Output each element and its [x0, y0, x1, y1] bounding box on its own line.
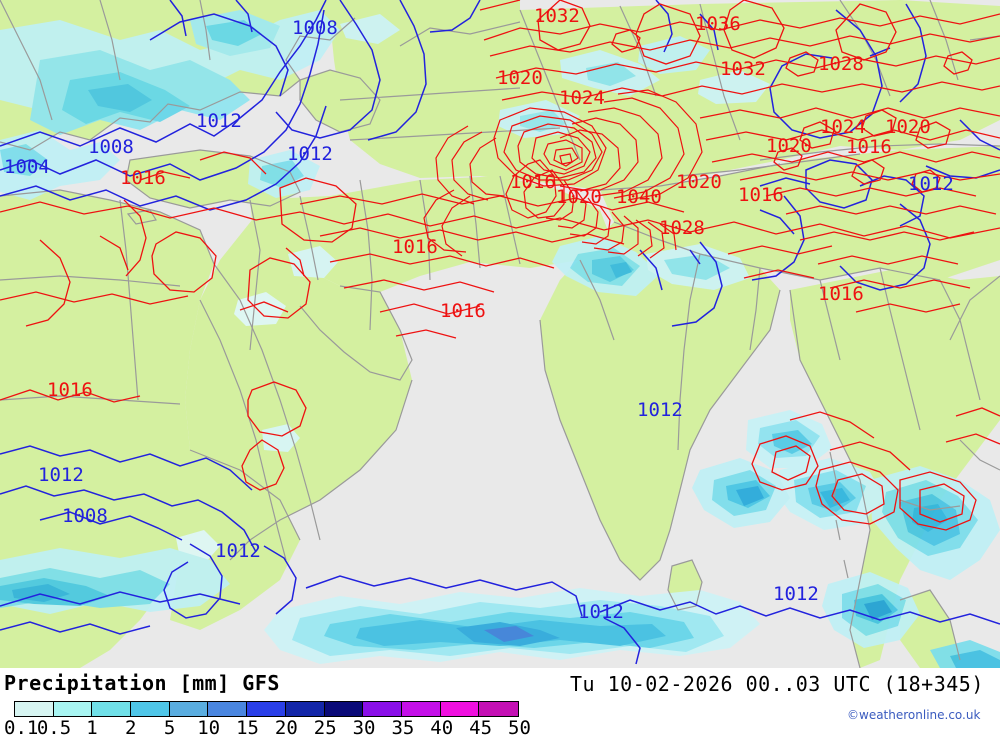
colorbar-swatch — [169, 702, 209, 716]
colorbar-wrapper — [14, 701, 554, 717]
colorbar-swatch — [208, 702, 248, 716]
colorbar-tick-label: 50 — [508, 717, 531, 739]
colorbar-swatch — [131, 702, 170, 716]
colorbar-swatch — [92, 702, 132, 716]
isobar-label: 1016 — [818, 283, 864, 305]
isobar-label: 1012 — [578, 601, 624, 623]
isobar-label: 1016 — [120, 167, 166, 189]
colorbar-swatch — [53, 702, 93, 716]
isobar-label: 1008 — [292, 17, 338, 39]
colorbar-swatch — [15, 702, 54, 716]
map-canvas: 1004 1008 1012 1008 1012 1016 1016 1012 1008 1012… — [0, 0, 1000, 668]
isobar-label: 1040 — [616, 186, 662, 208]
colorbar-tick-label: 2 — [125, 717, 137, 739]
colorbar-tick-labels: 0.1 0.5 1 2 5 10 15 20 25 30 35 40 45 50 — [0, 717, 580, 739]
isobar-label: 1016 — [47, 379, 93, 401]
isobar-label: 1012 — [215, 540, 261, 562]
isobar-label: 1012 — [287, 143, 333, 165]
colorbar-tick-label: 45 — [469, 717, 493, 739]
isobars-low — [0, 0, 1000, 665]
isobar-label: 1020 — [497, 67, 543, 89]
isobar-label: 1012 — [637, 399, 683, 421]
isobar-label: 1036 — [695, 13, 741, 35]
colorbar-swatch — [247, 702, 286, 716]
isobar-label: 1016 — [440, 300, 486, 322]
isobar-label: 1008 — [88, 136, 134, 158]
colorbar-tick-label: 40 — [430, 717, 454, 739]
colorbar-tick-label: 15 — [236, 717, 259, 739]
isobar-label: 1008 — [62, 505, 108, 527]
legend-title: Precipitation [mm] GFS — [4, 671, 280, 695]
isobar-label: 1012 — [773, 583, 819, 605]
isobar-label: 1016 — [738, 184, 784, 206]
isobar-label: 1024 — [559, 87, 605, 109]
isobar-label: 1028 — [659, 217, 705, 239]
colorbar-swatch — [440, 702, 480, 716]
isobar-label: 1028 — [818, 53, 864, 75]
copyright-notice: ©weatheronline.co.uk — [847, 708, 981, 722]
isobar-label: 1016 — [510, 171, 556, 193]
colorbar-swatch — [401, 702, 441, 716]
colorbar-swatch — [324, 702, 364, 716]
isobar-label: 1020 — [766, 135, 812, 157]
forecast-run-stamp: Tu 10-02-2026 00..03 UTC (18+345) — [570, 672, 984, 696]
isobar-label: 1016 — [392, 236, 438, 258]
isobar-label: 1020 — [885, 116, 931, 138]
isobar-label: 1012 — [38, 464, 84, 486]
isobar-label: 1020 — [676, 171, 722, 193]
isobar-label: 1032 — [720, 58, 766, 80]
colorbar-tick-label: 1 — [86, 717, 98, 739]
isobar-label: 1024 — [820, 116, 866, 138]
colorbar-tick-label: 25 — [313, 717, 337, 739]
isobar-label: 1012 — [196, 110, 242, 132]
colorbar-tick-label: 5 — [163, 717, 176, 739]
weather-map[interactable]: 1004 1008 1012 1008 1012 1016 1016 1012 1008 1012… — [0, 0, 1000, 668]
colorbar-tick-label: 30 — [352, 717, 376, 739]
colorbar-tick-label: 20 — [274, 717, 298, 739]
colorbar-swatch — [479, 702, 518, 716]
colorbar-tick-label: 10 — [197, 717, 221, 739]
colorbar-swatch — [363, 702, 402, 716]
precipitation-layer — [0, 10, 1000, 668]
isobar-label: 1016 — [846, 136, 892, 158]
colorbar-tick-label: 35 — [391, 717, 415, 739]
isobar-label: 1020 — [556, 186, 602, 208]
isobars-high — [0, 0, 1000, 531]
isobar-label: 1004 — [4, 156, 50, 178]
isobar-label: 1032 — [534, 5, 580, 27]
colorbar-swatch — [285, 702, 325, 716]
isobar-label: 1012 — [908, 173, 954, 195]
colorbar-tick-label: 0.1 — [4, 717, 39, 739]
colorbar-tick-label: 0.5 — [36, 717, 72, 739]
isobar-labels: 1004 1008 1012 1008 1012 1016 1016 1012 1008 1012… — [4, 5, 954, 623]
legend-panel: Precipitation [mm] GFS Tu 10-02-2026 00.… — [0, 668, 1000, 739]
precipitation-colorbar[interactable] — [14, 701, 519, 717]
